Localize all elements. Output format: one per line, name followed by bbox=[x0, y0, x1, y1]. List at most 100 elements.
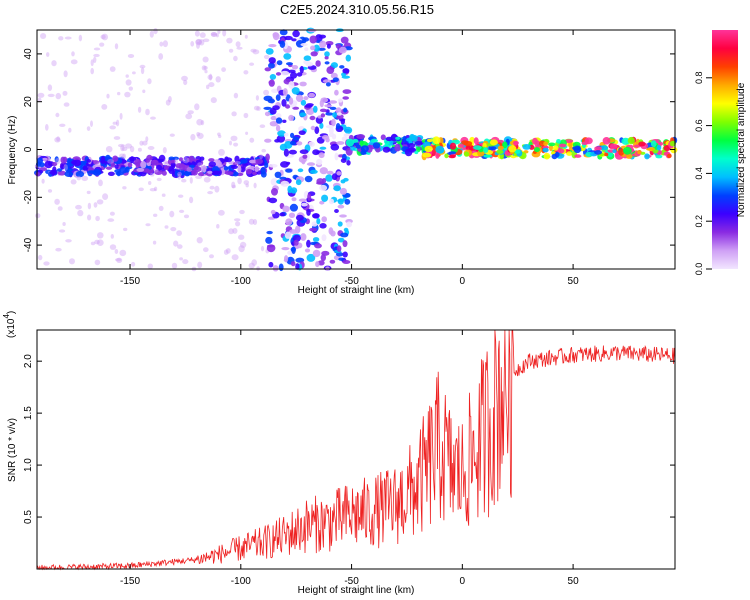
heatmap-noise bbox=[245, 183, 249, 188]
heatmap-cell bbox=[310, 45, 316, 51]
heatmap-cell bbox=[82, 165, 88, 171]
heatmap-cell bbox=[268, 44, 277, 48]
heatmap-noise bbox=[90, 241, 96, 246]
heatmap-noise bbox=[119, 112, 123, 120]
heatmap-noise bbox=[90, 67, 94, 75]
heatmap-cell bbox=[288, 212, 296, 218]
heatmap-cell bbox=[337, 221, 343, 227]
heatmap-cell bbox=[352, 138, 359, 144]
heatmap-cell bbox=[321, 194, 329, 202]
heatmap-cell bbox=[332, 77, 339, 82]
heatmap-cell bbox=[265, 153, 270, 162]
heatmap-noise bbox=[137, 147, 142, 152]
heatmap-noise bbox=[55, 158, 61, 165]
heatmap-cell bbox=[308, 92, 316, 98]
heatmap-noise bbox=[201, 65, 207, 71]
heatmap-cell bbox=[271, 88, 279, 94]
heatmap-cell bbox=[342, 68, 350, 74]
heatmap-noise bbox=[109, 211, 115, 216]
heatmap-cell bbox=[330, 143, 340, 151]
heatmap-cell bbox=[338, 257, 345, 261]
heatmap-cell bbox=[272, 32, 280, 41]
heatmap-noise bbox=[63, 102, 70, 107]
heatmap-cell bbox=[264, 138, 272, 143]
heatmap-cell bbox=[343, 227, 349, 232]
heatmap-cell bbox=[64, 171, 73, 178]
heatmap-cell bbox=[395, 136, 400, 140]
heatmap-noise bbox=[101, 33, 109, 41]
heatmap-noise bbox=[252, 49, 260, 55]
heatmap-noise bbox=[145, 136, 149, 143]
heatmap-cell bbox=[332, 112, 338, 118]
heatmap-noise bbox=[99, 42, 105, 47]
heatmap-cell bbox=[255, 158, 263, 164]
heatmap-cell bbox=[345, 138, 355, 147]
heatmap-noise bbox=[176, 230, 183, 237]
heatmap-cell bbox=[448, 154, 456, 159]
heatmap-noise bbox=[248, 218, 255, 225]
heatmap-noise bbox=[117, 91, 121, 96]
heatmap-cell bbox=[325, 137, 330, 143]
heatmap-cell bbox=[336, 171, 342, 176]
heatmap-cell bbox=[281, 99, 287, 107]
heatmap-cell bbox=[202, 165, 207, 173]
heatmap-cell bbox=[44, 160, 53, 169]
heatmap-noise bbox=[63, 164, 68, 171]
heatmap-noise bbox=[139, 140, 144, 146]
heatmap-cell bbox=[239, 166, 246, 173]
heatmap-cell bbox=[161, 170, 167, 176]
heatmap-cell bbox=[195, 159, 202, 166]
heatmap-cell bbox=[282, 88, 288, 96]
figure-title: C2E5.2024.310.05.56.R15 bbox=[280, 2, 434, 17]
heatmap-cell bbox=[304, 47, 309, 51]
heatmap-cell bbox=[282, 205, 290, 213]
heatmap-cell bbox=[296, 141, 303, 146]
heatmap-cell bbox=[299, 112, 307, 117]
heatmap-cell bbox=[119, 166, 128, 174]
heatmap-cell bbox=[308, 141, 315, 147]
heatmap-noise bbox=[81, 175, 89, 182]
heatmap-cell bbox=[334, 209, 339, 213]
heatmap-noise bbox=[129, 145, 135, 153]
heatmap-cell bbox=[268, 261, 274, 268]
heatmap-noise bbox=[194, 30, 200, 37]
heatmap-cell bbox=[211, 170, 221, 176]
heatmap-cell bbox=[489, 139, 498, 146]
heatmap-cell bbox=[333, 185, 342, 192]
heatmap-noise bbox=[119, 153, 125, 159]
heatmap-cell bbox=[303, 55, 312, 61]
heatmap-noise bbox=[170, 227, 177, 232]
colorbar-tick-label: 0.0 bbox=[694, 263, 704, 276]
heatmap-noise bbox=[76, 175, 82, 181]
heatmap-cell bbox=[237, 165, 242, 173]
heatmap-noise bbox=[55, 112, 60, 118]
heatmap-noise bbox=[98, 179, 103, 187]
heatmap-noise bbox=[93, 47, 101, 51]
heatmap-noise bbox=[174, 158, 178, 165]
heatmap-cell bbox=[285, 168, 293, 173]
heatmap-noise bbox=[217, 164, 224, 169]
heatmap-cell bbox=[612, 149, 617, 154]
heatmap-cell bbox=[326, 43, 331, 49]
heatmap-cell bbox=[199, 156, 205, 161]
heatmap-cell bbox=[334, 152, 339, 161]
heatmap-noise bbox=[37, 97, 42, 102]
heatmap-cell bbox=[156, 164, 163, 171]
heatmap-cell bbox=[337, 198, 344, 205]
heatmap-noise bbox=[70, 59, 78, 65]
heatmap-cell bbox=[321, 216, 328, 223]
heatmap-cell bbox=[277, 130, 286, 137]
heatmap-cell bbox=[656, 144, 662, 151]
heatmap-cell bbox=[330, 230, 336, 237]
heatmap-noise bbox=[218, 209, 225, 216]
heatmap-cell bbox=[623, 146, 632, 155]
heatmap-cell bbox=[309, 227, 318, 232]
heatmap-noise bbox=[196, 237, 203, 244]
heatmap-noise bbox=[152, 240, 157, 245]
heatmap-noise bbox=[250, 48, 257, 53]
spectrogram-y-tick-label: -20 bbox=[23, 190, 34, 205]
heatmap-noise bbox=[209, 185, 215, 190]
heatmap-cell bbox=[324, 51, 330, 57]
heatmap-noise bbox=[145, 108, 150, 116]
heatmap-cell bbox=[136, 167, 145, 172]
